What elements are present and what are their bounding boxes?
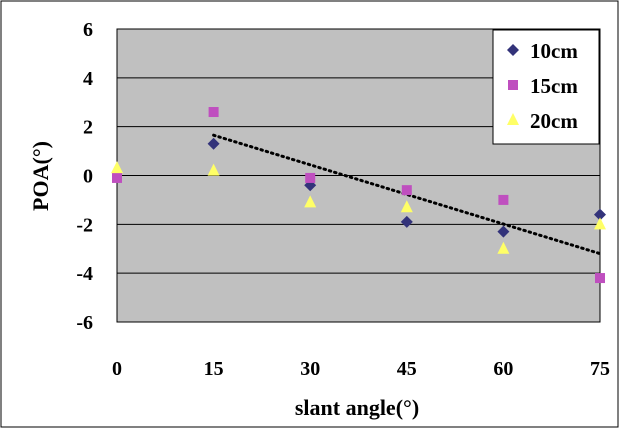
data-point-15cm xyxy=(208,107,219,118)
x-tick-label: 75 xyxy=(590,358,610,380)
data-point-10cm xyxy=(400,215,413,228)
data-point-20cm xyxy=(207,163,220,176)
legend-marker-10cm xyxy=(507,44,519,56)
data-point-20cm xyxy=(594,217,606,230)
y-tick-labels: 6 4 2 0 -2 -4 -6 xyxy=(76,19,93,334)
y-tick-label: 4 xyxy=(83,68,93,90)
y-tick-label: -4 xyxy=(76,263,93,285)
y-tick-label: 2 xyxy=(83,117,93,139)
data-point-20cm xyxy=(111,161,123,174)
data-point-15cm xyxy=(305,172,316,183)
data-point-15cm xyxy=(112,172,122,183)
legend-label: 10cm xyxy=(530,39,578,63)
legend-marker-15cm xyxy=(508,80,518,90)
data-point-15cm xyxy=(401,185,412,196)
legend-label: 15cm xyxy=(530,74,578,98)
data-point-20cm xyxy=(497,241,510,254)
data-point-15cm xyxy=(498,194,509,205)
data-point-10cm xyxy=(497,225,510,238)
x-axis-title: slant angle(°) xyxy=(295,395,419,420)
x-tick-label: 45 xyxy=(397,358,417,380)
legend: 10cm 15cm 20cm xyxy=(492,29,600,145)
gridlines xyxy=(117,77,600,274)
data-point-15cm xyxy=(595,273,605,284)
y-tick-label: 6 xyxy=(83,19,93,41)
legend-label: 20cm xyxy=(530,109,578,133)
x-tick-label: 30 xyxy=(300,358,320,380)
y-axis-title: POA(°) xyxy=(28,141,53,211)
data-point-10cm xyxy=(207,137,220,150)
y-tick-label: -2 xyxy=(76,214,93,236)
legend-marker-20cm xyxy=(507,113,519,125)
x-tick-label: 60 xyxy=(493,358,513,380)
y-tick-label: -6 xyxy=(76,312,93,334)
data-point-20cm xyxy=(304,195,317,208)
x-tick-labels: 0 15 30 45 60 75 xyxy=(112,358,610,380)
x-tick-label: 15 xyxy=(204,358,224,380)
data-points xyxy=(111,107,606,284)
x-tick-label: 0 xyxy=(112,358,122,380)
data-point-10cm xyxy=(594,208,606,221)
y-tick-label: 0 xyxy=(83,166,93,188)
data-point-20cm xyxy=(400,200,413,213)
